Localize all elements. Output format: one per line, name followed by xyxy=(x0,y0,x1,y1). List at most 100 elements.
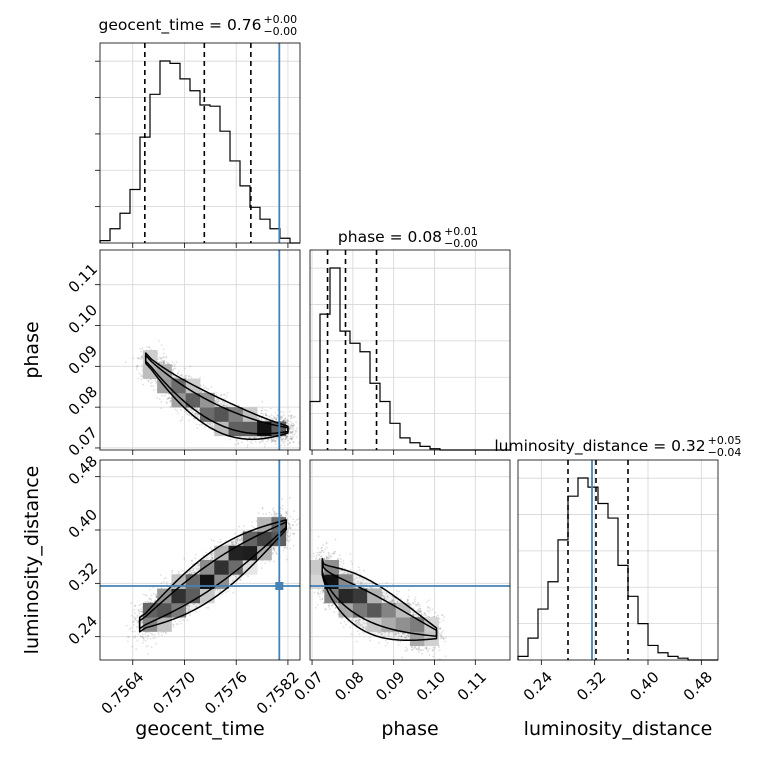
scatter-point xyxy=(210,386,213,388)
scatter-point xyxy=(276,512,279,515)
scatter-point xyxy=(189,614,192,617)
scatter-point xyxy=(264,419,267,422)
scatter-point xyxy=(140,622,143,624)
scatter-point xyxy=(137,357,140,360)
scatter-point xyxy=(165,581,168,583)
scatter-point xyxy=(136,357,139,359)
scatter-point xyxy=(271,438,273,440)
scatter-point xyxy=(193,603,195,606)
scatter-point xyxy=(290,432,293,434)
scatter-point xyxy=(282,549,285,552)
scatter-point xyxy=(140,356,143,359)
scatter-point xyxy=(240,538,243,541)
scatter-point xyxy=(169,400,171,403)
scatter-point xyxy=(162,360,165,362)
scatter-point xyxy=(285,510,288,513)
scatter-point xyxy=(187,408,190,411)
scatter-point xyxy=(283,419,286,422)
scatter-point xyxy=(273,510,276,513)
scatter-point xyxy=(275,513,277,516)
scatter-point xyxy=(136,364,138,367)
scatter-point xyxy=(146,595,148,597)
scatter-point xyxy=(272,439,275,442)
scatter-point xyxy=(273,548,276,551)
scatter-point xyxy=(276,414,279,417)
scatter-point xyxy=(294,430,297,432)
scatter-point xyxy=(163,362,166,364)
scatter-point xyxy=(147,634,149,637)
scatter-point xyxy=(280,435,282,438)
scatter-point xyxy=(152,389,155,391)
scatter-point xyxy=(147,634,150,637)
scatter-point xyxy=(268,415,270,418)
scatter-point xyxy=(273,415,275,418)
scatter-point xyxy=(194,557,196,560)
scatter-point xyxy=(191,411,194,414)
scatter-point xyxy=(190,414,193,417)
scatter-point xyxy=(184,367,186,370)
scatter-point xyxy=(246,439,249,442)
scatter-point xyxy=(162,361,165,364)
scatter-point xyxy=(156,397,158,399)
scatter-point xyxy=(286,521,289,524)
scatter-point xyxy=(189,365,192,368)
scatter-point xyxy=(134,604,137,607)
scatter-point xyxy=(159,361,161,363)
scatter-point xyxy=(262,440,264,443)
scatter-point xyxy=(270,441,273,444)
scatter-point xyxy=(212,539,215,542)
scatter-point xyxy=(194,553,197,556)
scatter-point xyxy=(285,437,288,440)
scatter-point xyxy=(162,361,164,364)
scatter-point xyxy=(284,546,286,549)
scatter-point xyxy=(143,639,145,641)
scatter-point xyxy=(140,364,143,367)
scatter-point xyxy=(261,439,263,442)
scatter-point xyxy=(184,410,187,413)
scatter-point xyxy=(222,403,225,406)
scatter-point xyxy=(280,410,282,413)
scatter-point xyxy=(136,640,139,642)
scatter-point xyxy=(287,420,290,422)
scatter-point xyxy=(285,437,288,440)
scatter-point xyxy=(255,435,257,438)
scatter-point xyxy=(288,428,291,431)
scatter-point xyxy=(272,439,274,442)
scatter-point xyxy=(260,436,263,439)
scatter-point xyxy=(273,511,275,514)
scatter-point xyxy=(289,441,291,444)
scatter-point xyxy=(177,372,179,375)
scatter-point xyxy=(270,439,273,441)
scatter-point xyxy=(276,438,279,440)
scatter-point xyxy=(264,443,267,446)
scatter-point xyxy=(162,580,165,583)
scatter-point xyxy=(195,610,198,613)
scatter-point xyxy=(290,415,292,418)
scatter-point xyxy=(261,412,263,415)
scatter-point xyxy=(150,594,153,597)
scatter-point xyxy=(307,436,309,438)
scatter-point xyxy=(152,586,155,589)
scatter-point xyxy=(178,620,181,623)
scatter-point xyxy=(286,512,288,515)
scatter-point xyxy=(168,397,171,400)
scatter-point xyxy=(273,560,275,563)
scatter-point xyxy=(176,623,179,626)
scatter-point xyxy=(226,405,228,408)
scatter-point xyxy=(224,397,227,400)
scatter-point xyxy=(280,416,283,419)
scatter-point xyxy=(201,423,203,426)
scatter-point xyxy=(289,442,291,445)
scatter-point xyxy=(204,426,206,428)
scatter-point xyxy=(287,439,290,442)
scatter-point xyxy=(195,423,198,426)
scatter-point xyxy=(190,376,193,379)
scatter-point xyxy=(290,425,293,428)
scatter-point xyxy=(249,440,252,443)
scatter-point xyxy=(134,636,136,639)
scatter-point xyxy=(251,521,254,524)
scatter-point xyxy=(125,624,128,627)
scatter-point xyxy=(130,602,133,604)
scatter-point xyxy=(289,410,291,413)
